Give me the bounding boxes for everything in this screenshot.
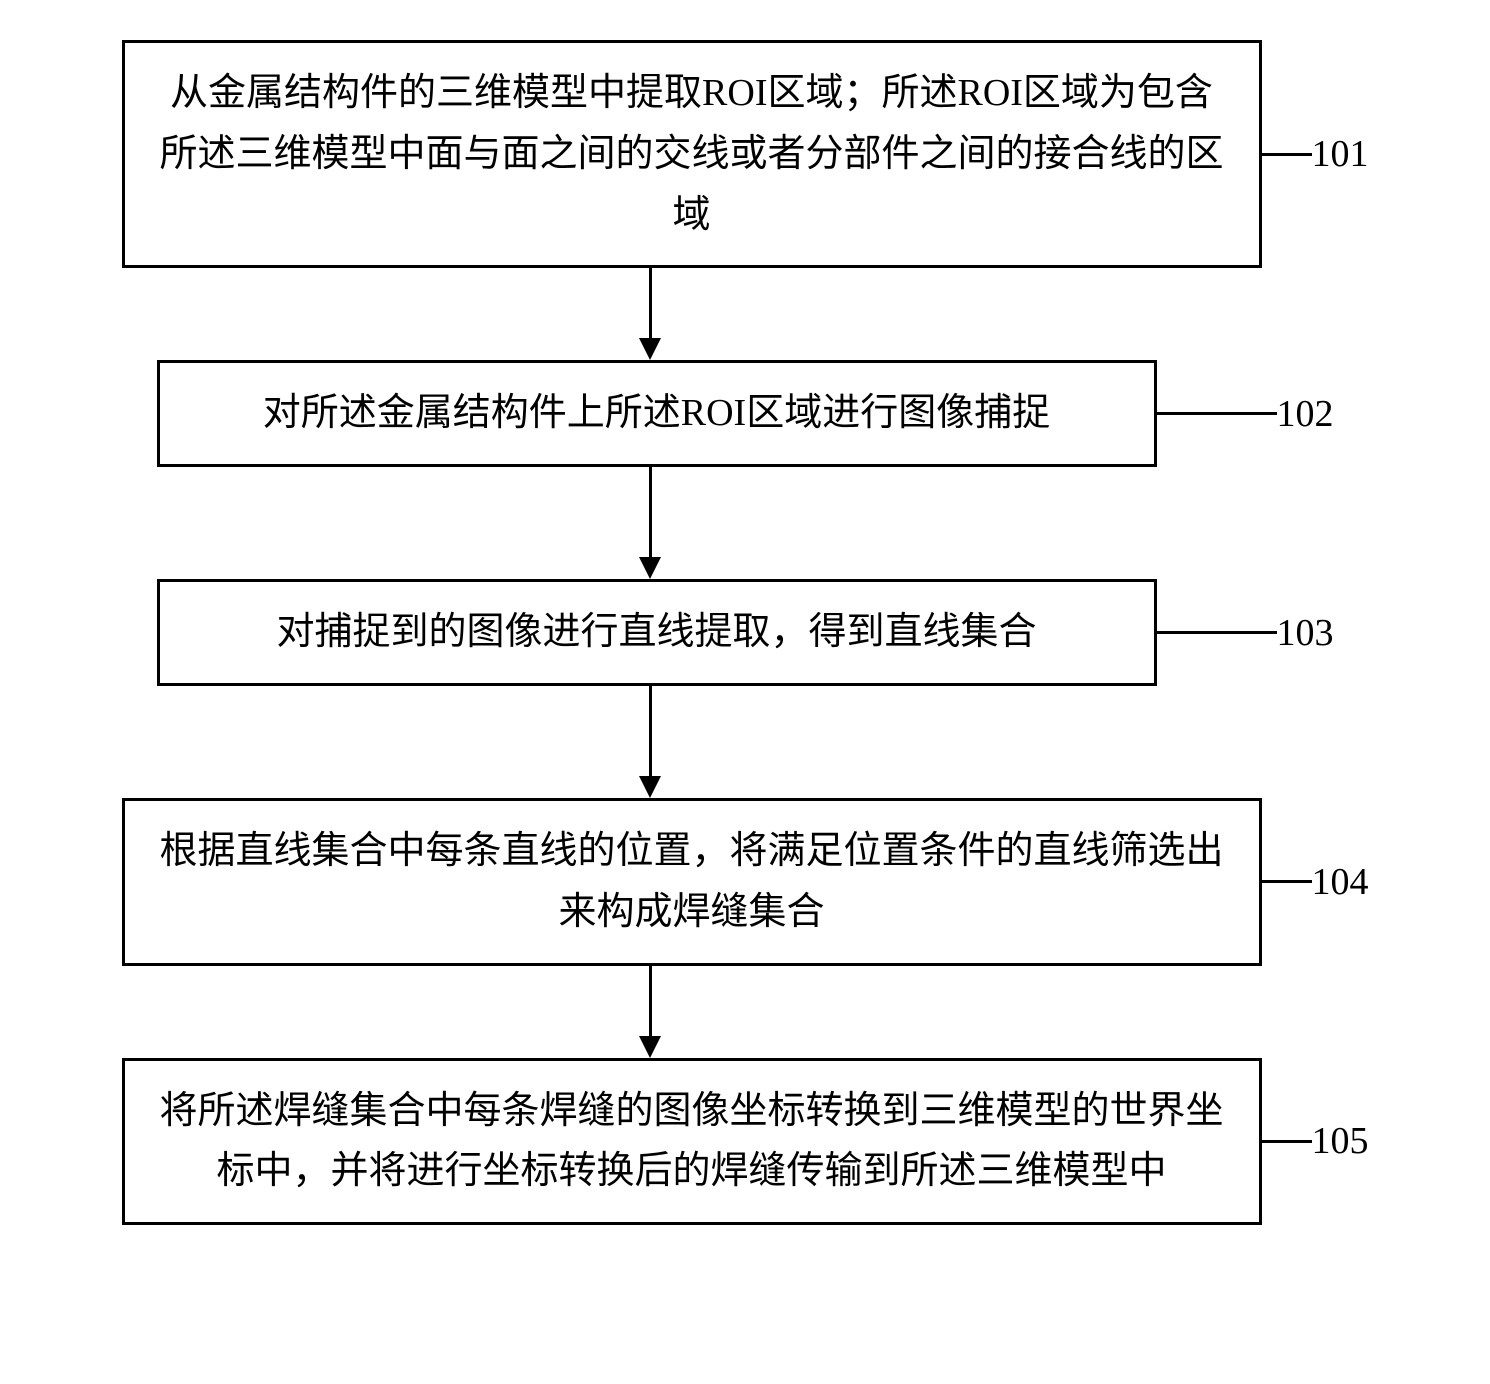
connector-104 <box>1262 880 1312 883</box>
step-row-102: 对所述金属结构件上所述ROI区域进行图像捕捉 102 <box>50 360 1440 467</box>
arrow-line-2 <box>649 467 652 557</box>
connector-102 <box>1157 412 1277 415</box>
step-box-103: 对捕捉到的图像进行直线提取，得到直线集合 <box>157 579 1157 686</box>
step-box-105: 将所述焊缝集合中每条焊缝的图像坐标转换到三维模型的世界坐标中，并将进行坐标转换后… <box>122 1058 1262 1226</box>
step-box-104: 根据直线集合中每条直线的位置，将满足位置条件的直线筛选出来构成焊缝集合 <box>122 798 1262 966</box>
step-box-101: 从金属结构件的三维模型中提取ROI区域；所述ROI区域为包含所述三维模型中面与面… <box>122 40 1262 268</box>
arrow-line-3 <box>649 686 652 776</box>
step-label-104: 104 <box>1312 860 1369 904</box>
step-text-103: 对捕捉到的图像进行直线提取，得到直线集合 <box>276 602 1036 663</box>
step-row-105: 将所述焊缝集合中每条焊缝的图像坐标转换到三维模型的世界坐标中，并将进行坐标转换后… <box>50 1058 1440 1226</box>
arrow-3 <box>639 686 661 798</box>
step-row-104: 根据直线集合中每条直线的位置，将满足位置条件的直线筛选出来构成焊缝集合 104 <box>50 798 1440 966</box>
step-text-105: 将所述焊缝集合中每条焊缝的图像坐标转换到三维模型的世界坐标中，并将进行坐标转换后… <box>155 1081 1229 1203</box>
step-row-101: 从金属结构件的三维模型中提取ROI区域；所述ROI区域为包含所述三维模型中面与面… <box>50 40 1440 268</box>
arrow-head-4 <box>639 1036 661 1058</box>
arrow-line-4 <box>649 966 652 1036</box>
step-label-105: 105 <box>1312 1119 1369 1163</box>
step-label-101: 101 <box>1312 132 1369 176</box>
step-label-103: 103 <box>1277 611 1334 655</box>
arrow-head-1 <box>639 338 661 360</box>
arrow-1 <box>639 268 661 360</box>
connector-101 <box>1262 153 1312 156</box>
arrow-head-2 <box>639 557 661 579</box>
step-text-101: 从金属结构件的三维模型中提取ROI区域；所述ROI区域为包含所述三维模型中面与面… <box>155 63 1229 245</box>
step-text-102: 对所述金属结构件上所述ROI区域进行图像捕捉 <box>263 383 1050 444</box>
step-box-102: 对所述金属结构件上所述ROI区域进行图像捕捉 <box>157 360 1157 467</box>
step-row-103: 对捕捉到的图像进行直线提取，得到直线集合 103 <box>50 579 1440 686</box>
step-text-104: 根据直线集合中每条直线的位置，将满足位置条件的直线筛选出来构成焊缝集合 <box>155 821 1229 943</box>
arrow-line-1 <box>649 268 652 338</box>
connector-105 <box>1262 1140 1312 1143</box>
arrow-4 <box>639 966 661 1058</box>
flowchart-container: 从金属结构件的三维模型中提取ROI区域；所述ROI区域为包含所述三维模型中面与面… <box>50 40 1440 1225</box>
arrow-head-3 <box>639 776 661 798</box>
arrow-2 <box>639 467 661 579</box>
connector-103 <box>1157 631 1277 634</box>
step-label-102: 102 <box>1277 392 1334 436</box>
